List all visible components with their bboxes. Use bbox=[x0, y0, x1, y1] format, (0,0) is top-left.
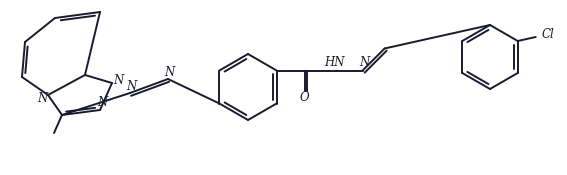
Text: O: O bbox=[300, 91, 310, 104]
Text: N: N bbox=[164, 65, 174, 79]
Text: N: N bbox=[97, 96, 107, 108]
Text: N: N bbox=[113, 74, 123, 86]
Text: HN: HN bbox=[324, 56, 345, 69]
Text: N: N bbox=[37, 92, 47, 104]
Text: N: N bbox=[359, 56, 370, 69]
Text: Cl: Cl bbox=[541, 29, 554, 41]
Text: N: N bbox=[126, 79, 136, 93]
